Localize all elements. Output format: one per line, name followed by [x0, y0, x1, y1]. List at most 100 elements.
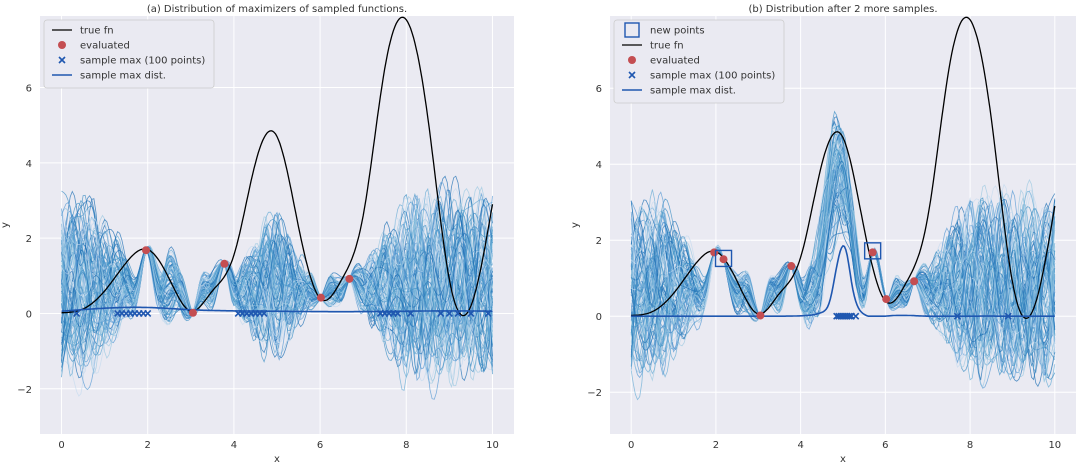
legend-label: evaluated: [650, 56, 700, 67]
evaluated-point: [345, 274, 354, 283]
sample-function-line: [61, 226, 493, 357]
y-tick-label: 4: [596, 160, 602, 171]
sample-max-markers: [833, 312, 1012, 320]
plot-content: [61, 16, 494, 400]
legend-label: sample max (100 points): [80, 56, 205, 67]
chart-title: (a) Distribution of maximizers of sample…: [147, 4, 407, 15]
legend-swatch-evaluated: [628, 56, 636, 64]
y-tick-label: 6: [26, 84, 32, 95]
sample-max-markers: [73, 309, 492, 318]
sample-function-line: [61, 239, 493, 378]
plot-content: [630, 16, 1056, 401]
sample-function-line: [61, 194, 493, 346]
sample-max-marker: [437, 309, 445, 318]
y-tick-label: −2: [17, 385, 32, 396]
sample-function-line: [630, 160, 1056, 381]
sample-function-line: [61, 224, 493, 375]
sample-max-marker: [454, 309, 462, 318]
evaluated-point: [220, 259, 229, 268]
y-tick-label: 0: [596, 312, 602, 323]
x-tick-label: 8: [403, 440, 409, 451]
new-point-marker: [863, 242, 882, 260]
legend-label: true fn: [80, 26, 114, 37]
legend-swatch-new-points: [624, 22, 640, 38]
evaluated-point: [142, 246, 151, 255]
sample-function-line: [630, 150, 1056, 362]
legend-label: evaluated: [80, 41, 130, 52]
sample-max-dist-line: [631, 244, 1055, 317]
sample-function-line: [61, 206, 493, 358]
legend-swatch-evaluated: [58, 41, 66, 49]
sample-max-marker: [852, 312, 860, 320]
sample-functions: [61, 175, 493, 400]
sample-function-line: [61, 209, 493, 355]
y-tick-label: −2: [587, 388, 602, 399]
sample-max-marker: [953, 312, 961, 320]
sample-function-line: [61, 182, 493, 325]
x-tick-label: 2: [713, 440, 719, 451]
sample-function-line: [630, 169, 1056, 364]
sample-function-line: [61, 231, 493, 342]
sample-function-line: [61, 197, 493, 354]
sample-function-line: [630, 164, 1056, 370]
sample-function-line: [630, 124, 1056, 363]
x-tick-label: 8: [967, 440, 973, 451]
sample-max-marker: [394, 309, 402, 318]
legend: new points true fn evaluated sample max (10…: [613, 19, 785, 104]
legend-label: sample max dist.: [80, 71, 166, 82]
x-axis-label: x: [840, 454, 846, 465]
legend-label: sample max (100 points): [650, 71, 775, 82]
x-tick-label: 0: [628, 440, 634, 451]
x-axis-label: x: [274, 454, 280, 465]
panel-b: 0 2 4 6 8 10 −2 0 2 4 6 x y (b) Distribution after 2 …: [570, 4, 1076, 465]
sample-function-line: [630, 157, 1056, 378]
x-tick-label: 4: [231, 440, 237, 451]
true-fn-line: [631, 16, 1056, 319]
sample-functions: [630, 110, 1056, 401]
sample-max-marker: [845, 312, 853, 320]
sample-function-line: [61, 229, 493, 366]
evaluated-point: [882, 295, 891, 304]
panel-a: 0 2 4 6 8 10 −2 0 2 4 6 x y (a) Distribution of maxim…: [0, 4, 514, 465]
y-axis-label: y: [570, 222, 581, 228]
y-axis-label: y: [0, 222, 11, 228]
y-tick-label: 2: [26, 234, 32, 245]
sample-max-dist-line: [61, 306, 493, 313]
legend-box: [43, 19, 215, 89]
legend-label: new points: [650, 26, 705, 37]
x-tick-label: 0: [58, 440, 64, 451]
sample-max-marker: [73, 309, 81, 318]
y-tick-label: 4: [26, 159, 32, 170]
sample-max-marker: [484, 309, 492, 318]
sample-max-marker: [445, 309, 453, 318]
evaluated-point: [710, 248, 719, 257]
evaluated-point: [188, 308, 197, 317]
evaluated-point: [868, 248, 877, 257]
evaluated-point: [316, 293, 325, 302]
sample-function-line: [61, 233, 493, 375]
legend-box: [613, 19, 785, 104]
legend-label: true fn: [650, 41, 684, 52]
sample-function-line: [61, 222, 493, 345]
sample-max-marker: [1004, 312, 1012, 320]
sample-max-marker: [407, 309, 415, 318]
chart-title: (b) Distribution after 2 more samples.: [748, 4, 937, 15]
sample-function-line: [61, 227, 493, 342]
legend-swatch-sample-max: [58, 56, 66, 64]
y-tick-label: 6: [596, 84, 602, 95]
sample-function-line: [61, 217, 493, 362]
legend-swatch-sample-max: [628, 71, 636, 79]
sample-function-line: [630, 179, 1056, 350]
legend-label: sample max dist.: [650, 86, 736, 97]
x-tick-label: 2: [145, 440, 151, 451]
sample-max-marker: [144, 309, 152, 318]
y-tick-label: 2: [596, 236, 602, 247]
x-tick-label: 4: [797, 440, 803, 451]
evaluated-point: [910, 277, 919, 286]
x-tick-label: 6: [317, 440, 323, 451]
y-tick-label: 0: [26, 309, 32, 320]
sample-max-marker: [260, 309, 268, 318]
x-tick-label: 10: [1048, 440, 1061, 451]
x-tick-label: 10: [486, 440, 499, 451]
evaluated-point: [719, 255, 728, 264]
